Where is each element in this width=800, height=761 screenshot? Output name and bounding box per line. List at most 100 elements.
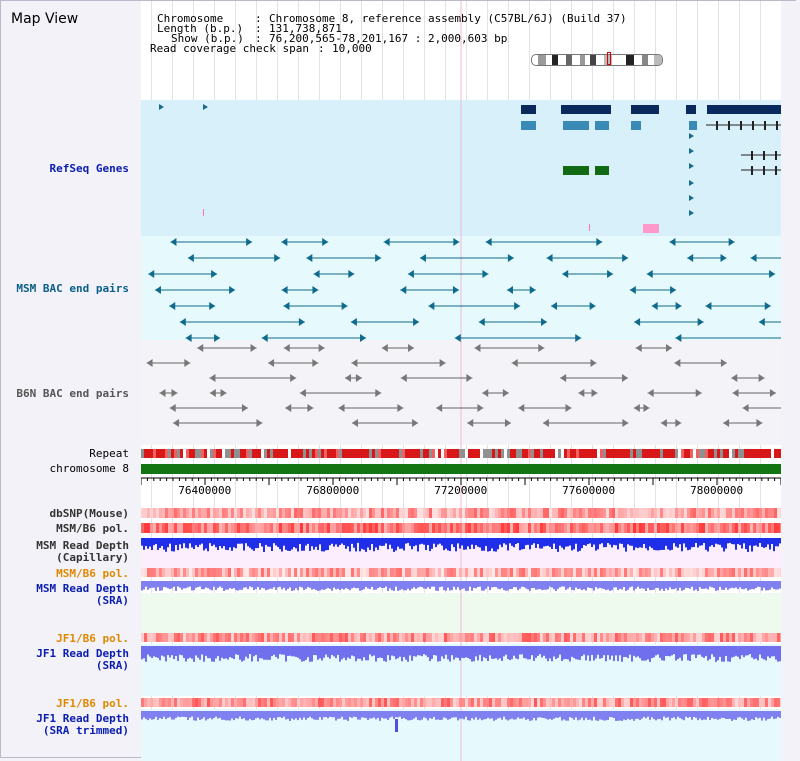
polymorphism-cell: [597, 698, 600, 707]
polymorphism-cell: [438, 508, 441, 518]
polymorphism-cell: [270, 523, 273, 533]
page-title: Map View: [11, 11, 79, 27]
polymorphism-cell: [423, 698, 426, 707]
read-depth-bar: [495, 711, 497, 720]
read-depth-bar: [409, 538, 411, 546]
polymorphism-cell: [714, 698, 717, 707]
polymorphism-cell: [504, 523, 507, 533]
tracks-canvas[interactable]: [141, 1, 781, 761]
read-depth-bar: [201, 581, 203, 590]
read-depth-bar: [461, 646, 463, 658]
polymorphism-cell: [282, 633, 285, 642]
scrollbar-track[interactable]: [781, 1, 797, 759]
msm-bac-end: [651, 302, 658, 310]
read-depth-bar: [583, 646, 585, 655]
read-depth-bar: [755, 711, 757, 718]
track-label-repeat[interactable]: Repeat: [89, 447, 129, 460]
track-label-msm-b6-pol-2[interactable]: MSM/B6 pol.: [56, 567, 129, 580]
read-depth-bar: [621, 581, 623, 590]
b6n-bac-end: [397, 404, 404, 412]
track-label-jf1-depth-trimmed[interactable]: JF1 Read Depth: [36, 712, 129, 725]
track-label-jf1-b6-pol[interactable]: JF1/B6 pol.: [56, 632, 129, 645]
polymorphism-cell: [426, 698, 429, 707]
axis-tick-label: 76800000: [306, 484, 360, 497]
polymorphism-cell: [672, 523, 675, 533]
track-label-dbsnp[interactable]: dbSNP(Mouse): [49, 507, 129, 520]
read-depth-bar: [525, 538, 527, 546]
repeat-segment: [336, 449, 339, 458]
repeat-segment: [426, 449, 429, 458]
b6n-bac-end: [184, 359, 191, 367]
track-label-msm-depth-sra[interactable]: MSM Read Depth: [36, 582, 129, 595]
msm-bac-end: [562, 270, 569, 278]
read-depth-bar: [527, 711, 529, 720]
polymorphism-cell: [672, 568, 675, 577]
track-label-msm-b6-pol[interactable]: MSM/B6 pol.: [56, 522, 129, 535]
read-depth-bar: [559, 711, 561, 717]
polymorphism-cell: [762, 633, 765, 642]
read-depth-bar: [187, 581, 189, 588]
polymorphism-cell: [366, 568, 369, 577]
read-depth-bar: [547, 646, 549, 662]
polymorphism-cell: [768, 523, 771, 533]
read-depth-bar: [579, 711, 581, 720]
repeat-segment: [402, 449, 405, 458]
polymorphism-cell: [480, 523, 483, 533]
read-depth-bar: [703, 581, 705, 589]
polymorphism-cell: [336, 508, 339, 518]
track-label-chromosome[interactable]: chromosome 8: [49, 462, 129, 475]
ideogram-band: [580, 55, 585, 65]
repeat-segment: [231, 449, 234, 458]
read-depth-bar: [745, 646, 747, 656]
polymorphism-cell: [387, 698, 390, 707]
read-depth-bar: [217, 711, 219, 719]
track-label-refseq[interactable]: RefSeq Genes: [49, 162, 129, 175]
read-depth-bar: [577, 581, 579, 589]
read-depth-bar: [467, 646, 469, 658]
polymorphism-cell: [543, 698, 546, 707]
polymorphism-cell: [345, 508, 348, 518]
read-depth-bar: [775, 646, 777, 660]
read-depth-bar: [679, 581, 681, 588]
read-depth-bar: [601, 581, 603, 589]
track-label-msm-depth-capillary[interactable]: MSM Read Depth: [36, 539, 129, 552]
polymorphism-cell: [468, 568, 471, 577]
track-label-msm-bac[interactable]: MSM BAC end pairs: [16, 282, 129, 295]
track-label-jf1-b6-pol-2[interactable]: JF1/B6 pol.: [56, 697, 129, 710]
polymorphism-cell: [189, 698, 192, 707]
track-label-jf1-depth-sra[interactable]: JF1 Read Depth: [36, 647, 129, 660]
msm-bac-end: [634, 318, 641, 326]
polymorphism-cell: [720, 568, 723, 577]
read-depth-bar: [403, 581, 405, 591]
track-label-b6n-bac[interactable]: B6N BAC end pairs: [16, 387, 129, 400]
read-depth-bar: [619, 581, 621, 589]
read-depth-bar: [371, 538, 373, 545]
b6n-bac-end: [220, 389, 227, 397]
read-depth-bar: [581, 538, 583, 549]
polymorphism-cell: [309, 633, 312, 642]
chromosome-ideogram[interactable]: [531, 54, 663, 66]
read-depth-bar: [683, 538, 685, 544]
polymorphism-cell: [741, 633, 744, 642]
read-depth-bar: [631, 538, 633, 546]
repeat-segment: [597, 449, 600, 458]
polymorphism-cell: [612, 633, 615, 642]
read-depth-bar: [305, 711, 307, 720]
read-depth-bar: [161, 646, 163, 656]
polymorphism-cell: [657, 508, 660, 518]
read-depth-bar: [237, 538, 239, 544]
read-depth-bar: [583, 711, 585, 721]
polymorphism-cell: [600, 698, 603, 707]
polymorphism-cell: [222, 508, 225, 518]
polymorphism-cell: [627, 698, 630, 707]
msm-bac-end: [350, 318, 357, 326]
map-plot-area[interactable]: [141, 1, 781, 761]
polymorphism-cell: [513, 633, 516, 642]
read-depth-bar: [405, 711, 407, 720]
read-depth-bar: [199, 711, 201, 720]
polymorphism-cell: [702, 508, 705, 518]
read-depth-bar: [499, 711, 501, 718]
polymorphism-cell: [228, 523, 231, 533]
read-depth-bar: [223, 711, 225, 720]
polymorphism-cell: [240, 698, 243, 707]
